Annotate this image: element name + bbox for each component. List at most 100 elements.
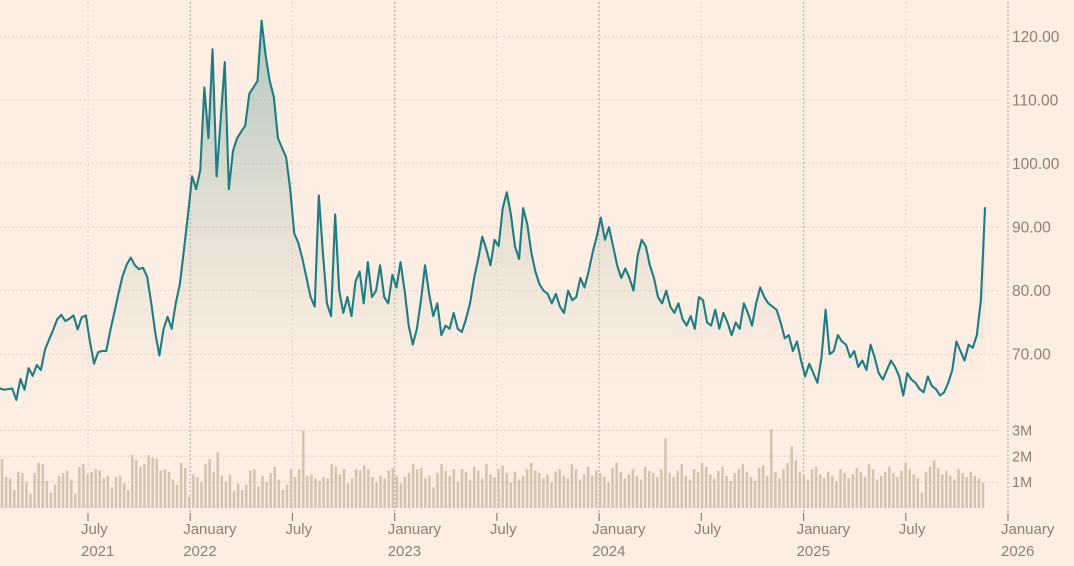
volume-bar[interactable]	[798, 471, 802, 508]
date-axis-labels[interactable]: July 2021 January 2022 July January 2023 July Ja…	[81, 521, 1055, 560]
volume-bar[interactable]	[326, 478, 329, 508]
volume-bar[interactable]	[916, 478, 920, 508]
volume-bar[interactable]	[786, 462, 789, 508]
volume-bar[interactable]	[595, 470, 598, 508]
volume-bar[interactable]	[920, 492, 924, 509]
volume-bar[interactable]	[403, 477, 407, 508]
volume-bar[interactable]	[232, 491, 236, 508]
volume-bar[interactable]	[513, 471, 517, 508]
volume-bar[interactable]	[29, 493, 32, 508]
volume-bar[interactable]	[200, 482, 203, 508]
volume-bar[interactable]	[472, 466, 476, 508]
volume-bar[interactable]	[25, 482, 28, 508]
volume-bar[interactable]	[428, 475, 431, 508]
volume-bar[interactable]	[21, 473, 24, 509]
volume-bar[interactable]	[391, 467, 395, 508]
volume-bar[interactable]	[192, 474, 195, 508]
volume-bar[interactable]	[590, 475, 594, 508]
volume-bar[interactable]	[733, 473, 736, 509]
volume-bar[interactable]	[753, 480, 757, 509]
volume-bar[interactable]	[204, 464, 207, 508]
volume-bar[interactable]	[741, 464, 745, 508]
volume-bar[interactable]	[713, 478, 716, 508]
volume-bar[interactable]	[301, 430, 305, 509]
volume-bar[interactable]	[582, 474, 586, 508]
price-line[interactable]	[0, 19, 987, 401]
volume-bar[interactable]	[338, 474, 342, 508]
volume-bar[interactable]	[265, 482, 268, 508]
volume-bar[interactable]	[851, 474, 854, 508]
volume-bar[interactable]	[452, 469, 456, 508]
volume-bar[interactable]	[118, 475, 122, 508]
volume-bar[interactable]	[843, 473, 846, 509]
volume-bar[interactable]	[603, 477, 606, 508]
volume-bar[interactable]	[875, 479, 879, 508]
volume-bar[interactable]	[525, 469, 529, 508]
volume-bar[interactable]	[822, 478, 826, 508]
volume-bar[interactable]	[151, 457, 154, 509]
volume-bar[interactable]	[122, 483, 126, 508]
volume-bar[interactable]	[538, 473, 541, 509]
volume-bar[interactable]	[607, 482, 610, 508]
volume-bar[interactable]	[342, 469, 346, 508]
volume-bar[interactable]	[407, 473, 411, 509]
volume-bar[interactable]	[102, 478, 106, 508]
volume-bar[interactable]	[810, 469, 814, 508]
volume-bar[interactable]	[904, 462, 907, 508]
volume-bar[interactable]	[17, 471, 20, 508]
volume-bar[interactable]	[37, 462, 40, 508]
volume-bar[interactable]	[464, 471, 468, 508]
volume-bar[interactable]	[932, 460, 936, 508]
volume-bar[interactable]	[440, 464, 443, 508]
volume-bar[interactable]	[839, 469, 842, 508]
volume-bar[interactable]	[615, 462, 618, 508]
volume-bar[interactable]	[208, 458, 211, 508]
volume-bar[interactable]	[928, 466, 932, 508]
volume-bar[interactable]	[517, 479, 521, 508]
volume-bar[interactable]	[945, 470, 948, 508]
date-label-month[interactable]: January	[797, 521, 851, 538]
volume-bar[interactable]	[131, 455, 134, 508]
volume-bar[interactable]	[411, 464, 415, 508]
volume-bar[interactable]	[448, 475, 452, 508]
volume-bar[interactable]	[57, 475, 61, 508]
volume-bar[interactable]	[212, 471, 215, 508]
volume-bar[interactable]	[619, 471, 622, 508]
volume-bar[interactable]	[367, 469, 370, 508]
volume-bar[interactable]	[139, 466, 142, 508]
volume-bar[interactable]	[363, 465, 366, 509]
volume-bar[interactable]	[765, 475, 769, 508]
volume-bar[interactable]	[106, 475, 110, 508]
volume-bar[interactable]	[489, 474, 492, 508]
volume-bar[interactable]	[949, 475, 952, 508]
volume-bar[interactable]	[562, 475, 565, 508]
volume-bar[interactable]	[69, 479, 73, 508]
volume-bar[interactable]	[725, 475, 728, 508]
volume-bar[interactable]	[953, 479, 956, 508]
volume-bar[interactable]	[143, 464, 146, 508]
volume-bar[interactable]	[692, 469, 696, 508]
volume-bar[interactable]	[53, 484, 57, 508]
volume-bar[interactable]	[505, 473, 508, 509]
volume-bar[interactable]	[399, 483, 403, 508]
volume-bar[interactable]	[647, 470, 651, 508]
volume-bar[interactable]	[110, 487, 114, 508]
volume-bar[interactable]	[346, 483, 350, 508]
volume-bar[interactable]	[900, 470, 903, 508]
volume-bar[interactable]	[631, 469, 635, 508]
volume-bar[interactable]	[310, 474, 313, 508]
volume-bar[interactable]	[888, 466, 891, 508]
volume-bar[interactable]	[314, 478, 317, 508]
volume-bar[interactable]	[379, 475, 382, 508]
volume-bar[interactable]	[912, 474, 916, 508]
date-label-month[interactable]: January	[388, 521, 442, 538]
volume-bar[interactable]	[334, 466, 338, 508]
volume-bar[interactable]	[220, 475, 224, 508]
volume-bar[interactable]	[578, 479, 582, 508]
volume-bar[interactable]	[643, 466, 647, 508]
volume-bar[interactable]	[855, 467, 859, 508]
date-label-year[interactable]: 2026	[1001, 543, 1034, 560]
volume-bar[interactable]	[696, 471, 700, 508]
volume-bar[interactable]	[700, 462, 704, 508]
volume-bar[interactable]	[82, 464, 85, 508]
